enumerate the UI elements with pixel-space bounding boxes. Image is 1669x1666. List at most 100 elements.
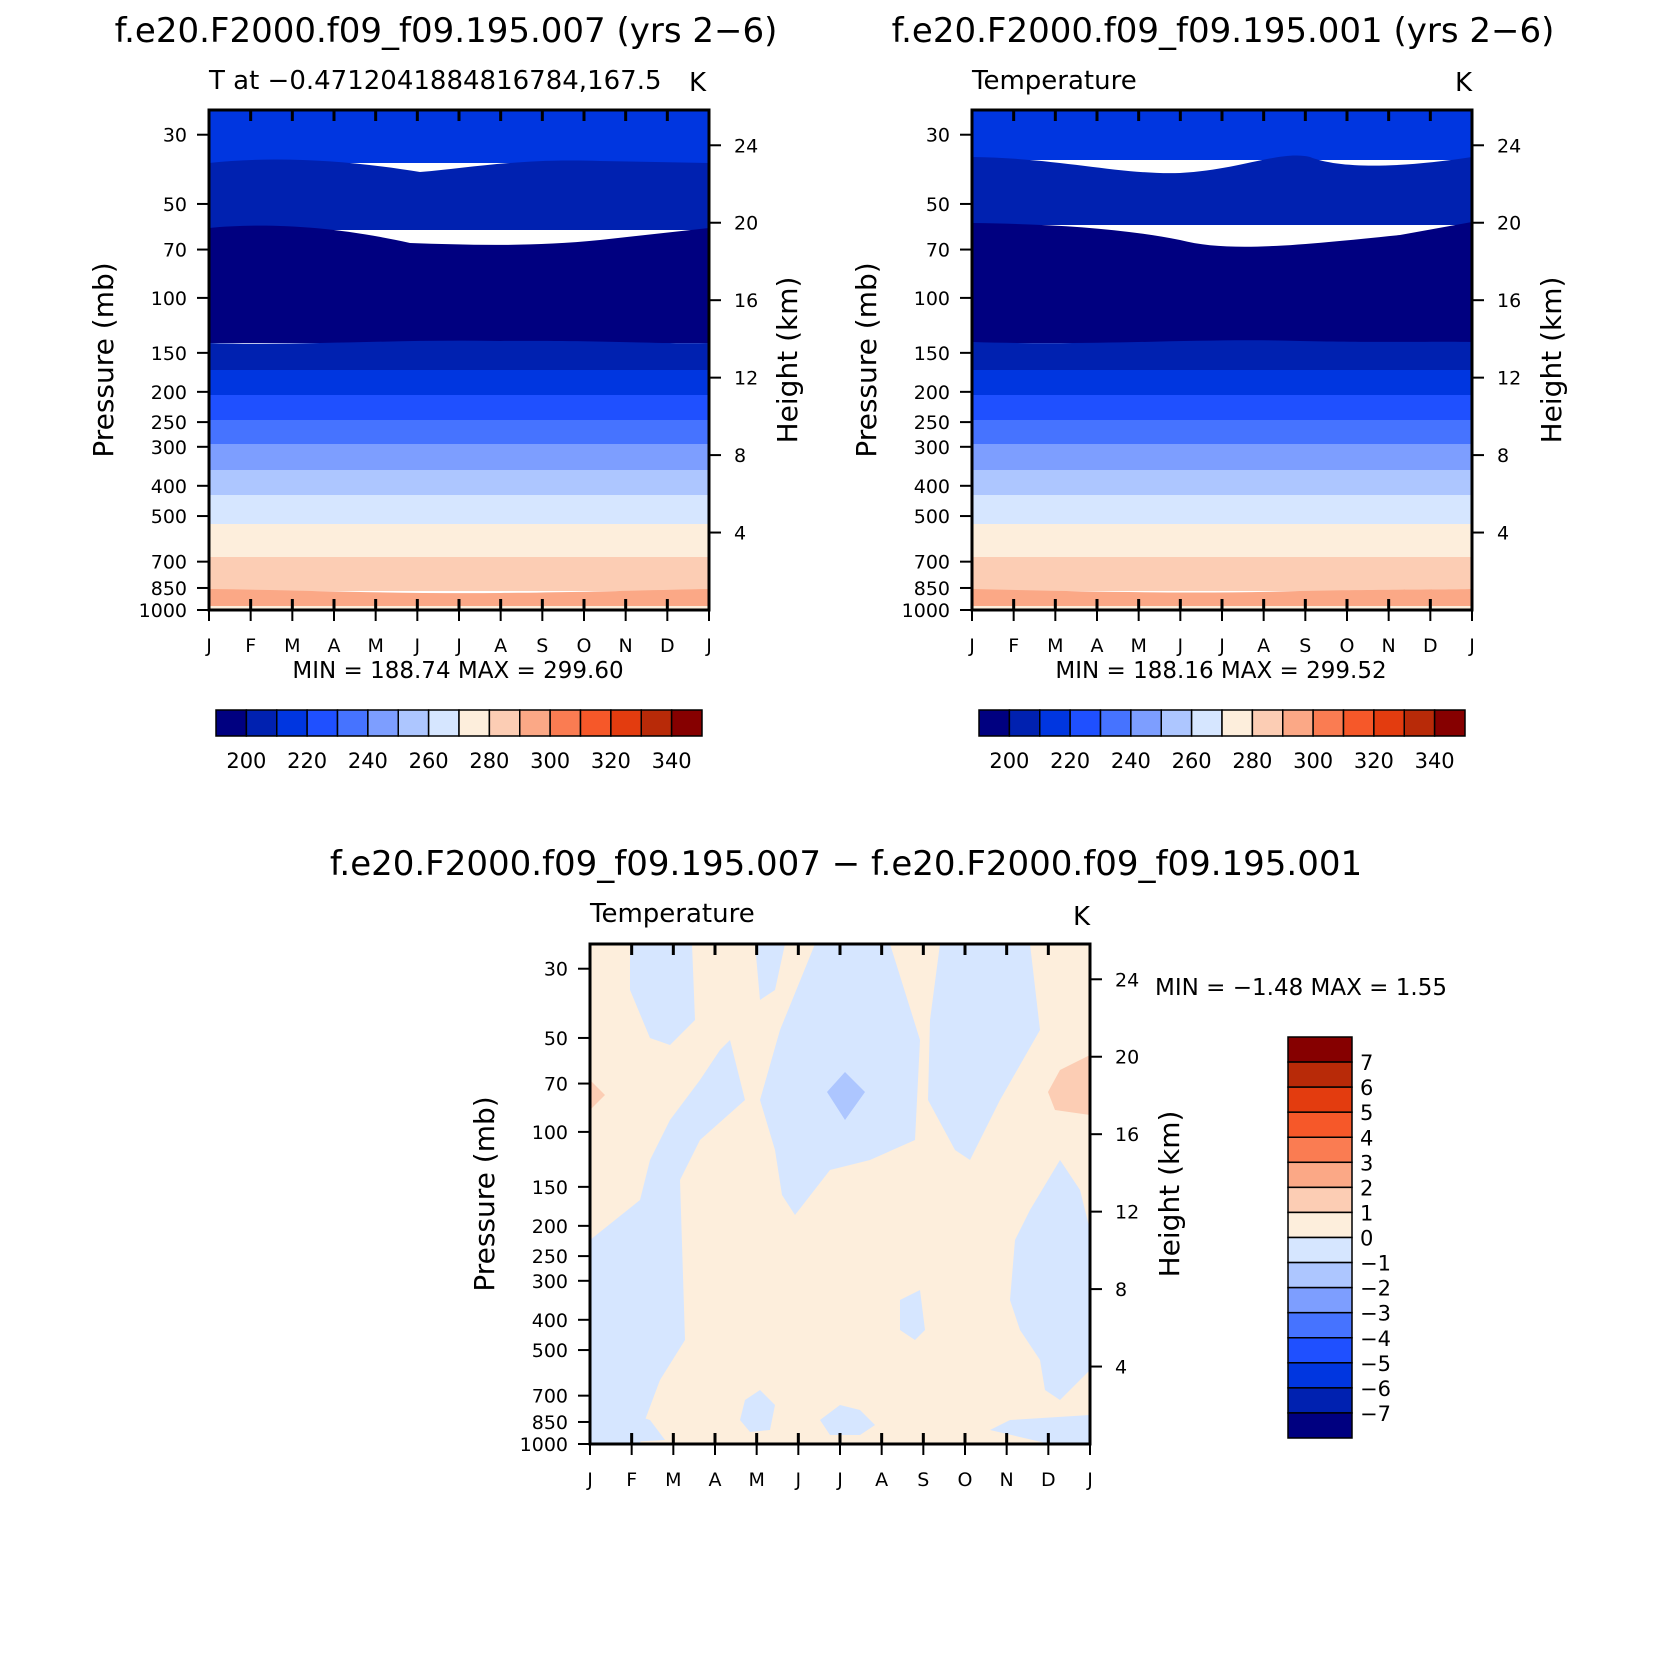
diff-region-negative bbox=[590, 1390, 665, 1444]
colorbar-swatch bbox=[276, 709, 308, 737]
x-tick-label: J bbox=[455, 635, 462, 657]
colorbar-label: −7 bbox=[1360, 1402, 1391, 1426]
x-tick-label: S bbox=[917, 1469, 929, 1491]
y-tick-label: 150 bbox=[151, 343, 187, 365]
colorbar-swatch bbox=[336, 709, 369, 737]
panel-1-plot-area bbox=[207, 108, 711, 612]
panel-1-subtitle-left: T at −0.4712041884816784,167.5 bbox=[208, 66, 662, 96]
panel-2-stats: MIN = 188.16 MAX = 299.52 bbox=[1055, 658, 1386, 684]
y-tick-label: 400 bbox=[532, 1310, 568, 1332]
x-tick-label: J bbox=[205, 635, 212, 657]
x-tick-label: M bbox=[1130, 635, 1146, 657]
colorbar-swatch bbox=[1160, 709, 1193, 737]
band bbox=[972, 370, 1472, 396]
right-tick-label: 4 bbox=[734, 523, 746, 545]
colorbar-swatch bbox=[367, 709, 399, 737]
panel-2: f.e20.F2000.f09_f09.195.001 (yrs 2−6) Te… bbox=[850, 11, 1568, 773]
colorbar-swatch bbox=[1287, 1211, 1353, 1239]
panel-2-y-axis-label: Pressure (mb) bbox=[850, 262, 883, 457]
colorbar-swatch bbox=[1312, 709, 1345, 737]
right-tick-label: 16 bbox=[1115, 1124, 1139, 1146]
band bbox=[972, 524, 1472, 558]
diff-region-negative bbox=[928, 944, 1040, 1160]
colorbar-swatch bbox=[519, 709, 551, 737]
x-tick-label: D bbox=[1423, 635, 1438, 657]
colorbar-label: 200 bbox=[226, 749, 266, 773]
colorbar-swatch bbox=[1287, 1036, 1353, 1063]
colorbar-label: 300 bbox=[530, 749, 570, 773]
y-tick-label: 1000 bbox=[520, 1434, 568, 1456]
colorbar-swatch bbox=[1403, 709, 1436, 737]
y-tick-label: 700 bbox=[914, 552, 950, 574]
colorbar-swatch bbox=[1287, 1261, 1353, 1289]
panel-3: f.e20.F2000.f09_f09.195.007 − f.e20.F200… bbox=[330, 844, 1447, 1491]
panel-2-plot-area bbox=[970, 108, 1474, 612]
colorbar-swatch bbox=[1287, 1086, 1353, 1113]
panel-1-title: f.e20.F2000.f09_f09.195.007 (yrs 2−6) bbox=[115, 11, 778, 51]
panel-2-right-axis-label: Height (km) bbox=[1535, 277, 1568, 444]
colorbar-label: 240 bbox=[1111, 749, 1151, 773]
x-tick-label: J bbox=[836, 1469, 843, 1491]
colorbar-swatch bbox=[549, 709, 582, 737]
colorbar-swatch bbox=[1287, 1362, 1353, 1389]
x-tick-label: J bbox=[1468, 635, 1475, 657]
y-tick-label: 500 bbox=[151, 506, 187, 528]
x-tick-label: N bbox=[619, 635, 633, 657]
colorbar-swatch bbox=[1433, 709, 1466, 737]
y-tick-label: 150 bbox=[532, 1177, 568, 1199]
colorbar-swatch bbox=[1287, 1337, 1353, 1364]
x-tick-label: D bbox=[1041, 1469, 1056, 1491]
diff-region-moderate-positive bbox=[1048, 1055, 1090, 1115]
band bbox=[209, 444, 709, 471]
band bbox=[972, 444, 1472, 471]
panel-2-subtitle-left: Temperature bbox=[971, 66, 1137, 96]
x-tick-label: J bbox=[1086, 1469, 1093, 1491]
band bbox=[209, 470, 709, 496]
x-tick-label: N bbox=[1000, 1469, 1014, 1491]
colorbar-label: 320 bbox=[591, 749, 631, 773]
colorbar-swatch bbox=[306, 709, 339, 737]
colorbar-swatch bbox=[1287, 1286, 1353, 1314]
panel-1-y-axis-label: Pressure (mb) bbox=[87, 262, 120, 457]
panel-3-subtitle-right: K bbox=[1073, 902, 1091, 932]
colorbar-label: 3 bbox=[1360, 1151, 1373, 1175]
diff-region-moderate-negative bbox=[827, 1072, 865, 1120]
colorbar-label: −4 bbox=[1360, 1327, 1391, 1351]
colorbar-label: 1 bbox=[1360, 1201, 1373, 1225]
x-tick-label: M bbox=[748, 1469, 764, 1491]
x-tick-label: S bbox=[536, 635, 548, 657]
colorbar-label: 220 bbox=[1050, 749, 1090, 773]
x-tick-label: O bbox=[577, 635, 592, 657]
y-tick-label: 700 bbox=[532, 1386, 568, 1408]
panel-2-title: f.e20.F2000.f09_f09.195.001 (yrs 2−6) bbox=[892, 11, 1555, 51]
colorbar-swatch bbox=[1287, 1136, 1353, 1164]
band bbox=[209, 340, 709, 371]
band bbox=[972, 340, 1472, 371]
y-tick-label: 500 bbox=[914, 506, 950, 528]
y-tick-label: 250 bbox=[151, 412, 187, 434]
colorbar-label: 5 bbox=[1360, 1101, 1373, 1125]
x-tick-label: F bbox=[626, 1469, 637, 1491]
y-tick-label: 30 bbox=[926, 125, 950, 147]
panel-3-y-axis-label: Pressure (mb) bbox=[468, 1096, 501, 1291]
x-tick-label: F bbox=[245, 635, 256, 657]
right-tick-label: 8 bbox=[734, 445, 746, 467]
y-tick-label: 150 bbox=[914, 343, 950, 365]
colorbar-swatch bbox=[670, 709, 703, 737]
colorbar-label: 340 bbox=[652, 749, 692, 773]
colorbar-label: −6 bbox=[1360, 1377, 1391, 1401]
band bbox=[972, 222, 1472, 343]
x-tick-label: D bbox=[660, 635, 675, 657]
y-tick-label: 30 bbox=[544, 959, 568, 981]
panel-2-subtitle-right: K bbox=[1455, 68, 1473, 98]
colorbar-swatch bbox=[1251, 709, 1284, 737]
panel-1-subtitle-right: K bbox=[689, 68, 707, 98]
colorbar-swatch bbox=[1287, 1161, 1353, 1189]
colorbar-label: 200 bbox=[989, 749, 1029, 773]
x-tick-label: N bbox=[1382, 635, 1396, 657]
band bbox=[972, 470, 1472, 496]
colorbar-label: 260 bbox=[1172, 749, 1212, 773]
y-tick-label: 100 bbox=[914, 288, 950, 310]
y-tick-label: 850 bbox=[532, 1412, 568, 1434]
panel-2-colorbar: 200 220 240 260 280 300 320 340 bbox=[978, 709, 1466, 773]
